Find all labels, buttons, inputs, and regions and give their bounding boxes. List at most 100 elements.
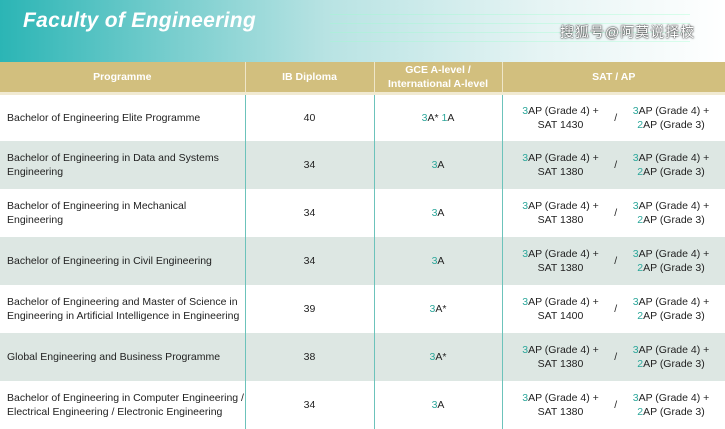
watermark: 搜狐号@阿莫说择校 — [560, 24, 696, 40]
table-row: Bachelor of Engineering in Mechanical En… — [0, 189, 725, 237]
ap-text: AP (Grade 4) + — [528, 104, 599, 117]
separator: / — [614, 111, 618, 124]
ap-count: 2 — [637, 310, 644, 322]
sat-score: SAT 1380 — [537, 214, 584, 226]
ap-text: AP (Grade 4) + — [638, 296, 710, 308]
gce-cell: 3A — [373, 141, 502, 189]
table-header-row: Programme IB Diploma GCE A-level / Inter… — [0, 62, 725, 93]
ap-text: AP (Grade 4) + — [528, 200, 599, 212]
sat-score: SAT 1380 — [537, 262, 584, 274]
sat-option-right: 3AP (Grade 4) +2AP (Grade 3) — [627, 104, 715, 132]
gce-cell: 3A* — [373, 333, 502, 381]
sat-option-right: 3AP (Grade 4) +2AP (Grade 3) — [627, 391, 715, 419]
ap-count: 3 — [632, 296, 639, 308]
table-row: Global Engineering and Business Programm… — [0, 333, 725, 381]
ib-cell: 34 — [244, 141, 374, 189]
sat-option-right: 3AP (Grade 4) +2AP (Grade 3) — [627, 151, 715, 179]
ib-cell: 34 — [244, 381, 374, 429]
sat-ap-cell: 3AP (Grade 4) + SAT 1380 / 3AP (Grade 4) … — [501, 381, 725, 429]
sat-ap-cell: 3AP (Grade 4) + SAT 1380 / 3AP (Grade 4) … — [501, 189, 725, 237]
ap-count: 3 — [522, 200, 529, 212]
programme-cell: Bachelor of Engineering in Data and Syst… — [0, 141, 245, 189]
gce-cell: 3A — [373, 381, 502, 429]
grade-text: A — [437, 255, 445, 267]
ap-count: 3 — [522, 152, 529, 164]
page-title: Faculty of Engineering — [23, 9, 256, 32]
sat-ap-cell: 3AP (Grade 4) + SAT 1380 / 3AP (Grade 4) … — [501, 237, 725, 285]
ap-text: AP (Grade 4) + — [528, 392, 599, 404]
gce-cell: 3A — [373, 189, 502, 237]
sat-score: SAT 1380 — [537, 166, 584, 178]
sat-option-right: 3AP (Grade 4) +2AP (Grade 3) — [627, 295, 715, 323]
header-gce-a-level: GCE A-level / International A-level — [373, 62, 502, 93]
circuit-decoration — [330, 10, 690, 50]
ap-count: 3 — [522, 392, 529, 404]
grade-text: A* — [427, 111, 442, 124]
sat-option-left: 3AP (Grade 4) + SAT 1430 — [517, 104, 605, 132]
ap-count: 2 — [637, 358, 644, 370]
header-ib-diploma: IB Diploma — [244, 62, 374, 93]
ap-count: 3 — [522, 248, 529, 260]
grade-text: A — [437, 399, 445, 411]
ap-text: AP (Grade 3) — [643, 118, 705, 131]
ap-text: AP (Grade 4) + — [528, 344, 599, 356]
sat-score: SAT 1430 — [537, 118, 584, 131]
table-row: Bachelor of Engineering in Computer Engi… — [0, 381, 725, 429]
sat-option-left: 3AP (Grade 4) + SAT 1380 — [517, 151, 605, 179]
ap-text: AP (Grade 3) — [643, 166, 705, 178]
ap-text: AP (Grade 3) — [643, 214, 705, 226]
grade-count: 3 — [431, 399, 438, 411]
sat-option-left: 3AP (Grade 4) + SAT 1380 — [517, 247, 605, 275]
grade-text: A — [437, 207, 445, 219]
grade-count: 3 — [431, 159, 438, 171]
ap-count: 3 — [632, 104, 639, 117]
separator: / — [614, 303, 618, 315]
sat-option-left: 3AP (Grade 4) + SAT 1380 — [517, 343, 605, 371]
ib-cell: 40 — [244, 91, 374, 141]
separator: / — [614, 255, 618, 267]
ib-cell: 38 — [244, 333, 374, 381]
grade-count: 3 — [431, 207, 438, 219]
ib-cell: 34 — [244, 237, 374, 285]
sat-score: SAT 1400 — [537, 310, 584, 322]
table-row: Bachelor of Engineering in Data and Syst… — [0, 141, 725, 189]
admission-requirements-table: Programme IB Diploma GCE A-level / Inter… — [0, 62, 725, 429]
grade-text: A — [447, 111, 455, 124]
programme-cell: Bachelor of Engineering in Mechanical En… — [7, 200, 187, 226]
ap-text: AP (Grade 4) + — [638, 248, 710, 260]
grade-count: 3 — [431, 255, 438, 267]
ap-text: AP (Grade 3) — [643, 262, 705, 274]
programme-cell: Bachelor of Engineering and Master of Sc… — [7, 296, 240, 322]
ap-count: 3 — [632, 200, 639, 212]
programme-cell: Global Engineering and Business Programm… — [0, 333, 245, 381]
ib-cell: 39 — [244, 285, 374, 333]
separator: / — [614, 207, 618, 219]
ap-text: AP (Grade 4) + — [638, 200, 710, 212]
sat-option-left: 3AP (Grade 4) + SAT 1380 — [517, 391, 605, 419]
grade-count: 3 — [421, 111, 428, 124]
grade-text: A* — [435, 351, 447, 363]
table-row: Bachelor of Engineering in Civil Enginee… — [0, 237, 725, 285]
sat-ap-cell: 3AP (Grade 4) + SAT 1430 / 3AP (Grade 4) … — [501, 91, 725, 141]
ap-text: AP (Grade 4) + — [638, 104, 710, 117]
sat-option-right: 3AP (Grade 4) +2AP (Grade 3) — [627, 199, 715, 227]
sat-option-left: 3AP (Grade 4) + SAT 1380 — [517, 199, 605, 227]
header-sat-ap: SAT / AP — [501, 62, 725, 93]
ap-text: AP (Grade 4) + — [528, 152, 599, 164]
ap-count: 3 — [632, 392, 639, 404]
ap-count: 3 — [522, 344, 529, 356]
sat-ap-cell: 3AP (Grade 4) + SAT 1400 / 3AP (Grade 4) … — [501, 285, 725, 333]
sat-ap-cell: 3AP (Grade 4) + SAT 1380 / 3AP (Grade 4) … — [501, 141, 725, 189]
grade-count: 3 — [429, 351, 436, 363]
ap-text: AP (Grade 3) — [643, 406, 705, 418]
grade-text: A* — [435, 303, 447, 315]
programme-cell: Bachelor of Engineering Elite Programme — [0, 91, 245, 141]
table-row: Bachelor of Engineering Elite Programme … — [0, 91, 725, 141]
ap-text: AP (Grade 4) + — [638, 344, 710, 356]
sat-option-right: 3AP (Grade 4) +2AP (Grade 3) — [627, 343, 715, 371]
ap-count: 3 — [632, 248, 639, 260]
separator: / — [614, 159, 618, 171]
ap-text: AP (Grade 4) + — [638, 152, 710, 164]
ap-count: 3 — [522, 104, 529, 117]
sat-score: SAT 1380 — [537, 358, 584, 370]
